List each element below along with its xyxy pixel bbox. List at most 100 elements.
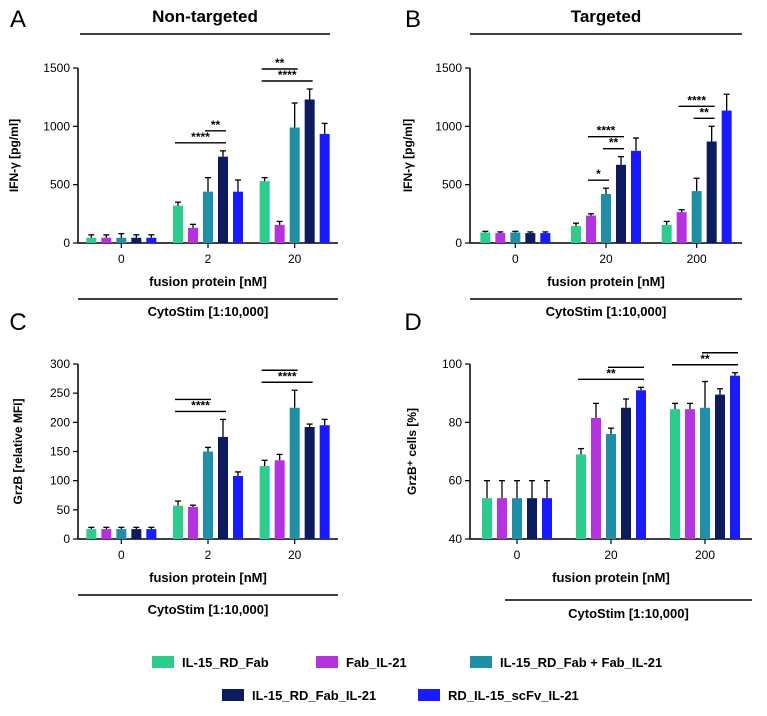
panel-letter-D: D <box>404 309 421 336</box>
legend-swatch-il15_rd_fab <box>152 656 174 668</box>
bar-fab_il21 <box>676 212 687 243</box>
significance-label: ** <box>606 366 616 380</box>
panel-letter-B: B <box>405 6 421 33</box>
panel-C: C 0 50 100 150 200 250 300 GrzB [relative MFI] 0 2… <box>9 309 338 617</box>
bar-rd_il15_scfv_il21 <box>319 133 330 243</box>
bar-combo <box>512 498 522 539</box>
bar-il15_rd_fab_il21 <box>525 233 536 243</box>
y-tick-label: 60 <box>449 474 463 488</box>
y-axis-label: GrzB [relative MFI] <box>11 398 25 504</box>
bar-rd_il15_scfv_il21 <box>146 237 157 243</box>
x-tick-label: 0 <box>118 252 125 266</box>
y-axis-label: IFN-γ [pg/ml] <box>7 119 21 192</box>
legend-label: Fab_IL-21 <box>346 655 407 670</box>
significance-label: **** <box>191 130 210 144</box>
panel-A: A Non-targeted 0 500 1000 1500 IFN-γ [pg/ml] 0 2… <box>7 6 338 319</box>
significance-label: **** <box>687 93 706 107</box>
bar-fab_il21 <box>274 224 285 243</box>
bar-combo <box>510 232 521 243</box>
bar-rd_il15_scfv_il21 <box>721 110 732 243</box>
x-tick-label: 20 <box>288 548 302 562</box>
bar-fab_il21 <box>497 498 507 539</box>
bar-il15_rd_fab <box>86 529 97 539</box>
bar-fab_il21 <box>586 215 596 243</box>
bar-il15_rd_fab_il21 <box>715 394 725 539</box>
panel-letter-C: C <box>9 309 26 336</box>
y-tick-label: 200 <box>50 415 70 429</box>
significance-label: * <box>596 167 601 181</box>
bar-rd_il15_scfv_il21 <box>233 191 243 243</box>
legend-label: IL-15_RD_Fab <box>182 655 269 670</box>
bar-il15_rd_fab <box>173 205 183 243</box>
bar-combo <box>289 127 300 243</box>
bar-il15_rd_fab_il21 <box>131 529 142 539</box>
x-tick-label: 0 <box>512 252 519 266</box>
bar-fab_il21 <box>188 506 198 539</box>
bar-fab_il21 <box>495 233 506 243</box>
x-tick-label: 200 <box>695 548 715 562</box>
stim-label: CytoStim [1:10,000] <box>568 606 689 621</box>
x-axis-label: fusion protein [nM] <box>149 274 267 289</box>
significance-label: ** <box>609 136 619 150</box>
bar-il15_rd_fab_il21 <box>218 156 228 243</box>
bar-combo <box>203 451 213 539</box>
x-tick-label: 20 <box>604 548 618 562</box>
x-tick-label: 2 <box>205 548 212 562</box>
bar-rd_il15_scfv_il21 <box>542 498 552 539</box>
significance-label: ** <box>211 118 221 132</box>
bar-il15_rd_fab <box>259 466 270 539</box>
bar-combo <box>116 529 127 539</box>
x-axis-label: fusion protein [nM] <box>547 274 665 289</box>
bar-il15_rd_fab <box>480 232 491 243</box>
y-tick-label: 80 <box>449 415 463 429</box>
legend-swatch-rd_il15_scfv_il21 <box>418 689 440 701</box>
significance-label: ** <box>699 105 709 119</box>
bar-il15_rd_fab_il21 <box>706 141 717 243</box>
y-tick-label: 0 <box>455 236 462 250</box>
bar-combo <box>700 407 710 539</box>
y-axis-label: GrzB⁺ cells [%] <box>405 408 419 495</box>
bar-combo <box>601 194 611 243</box>
bar-il15_rd_fab_il21 <box>621 407 631 539</box>
significance-label: ** <box>275 56 285 70</box>
y-tick-label: 150 <box>50 445 70 459</box>
significance-label: **** <box>191 398 210 412</box>
bar-rd_il15_scfv_il21 <box>146 529 157 539</box>
bar-rd_il15_scfv_il21 <box>631 150 641 243</box>
bar-rd_il15_scfv_il21 <box>636 390 646 539</box>
bar-il15_rd_fab_il21 <box>218 436 228 539</box>
x-axis-label: fusion protein [nM] <box>149 570 267 585</box>
y-tick-label: 1500 <box>43 61 70 75</box>
y-tick-label: 100 <box>442 357 462 371</box>
bar-il15_rd_fab <box>482 498 492 539</box>
legend-swatch-fab_il21 <box>316 656 338 668</box>
bar-rd_il15_scfv_il21 <box>233 476 243 539</box>
stim-label: CytoStim [1:10,000] <box>148 602 269 617</box>
legend: IL-15_RD_Fab Fab_IL-21 IL-15_RD_Fab + Fab_… <box>152 655 662 703</box>
bar-fab_il21 <box>101 529 112 539</box>
stim-label: CytoStim [1:10,000] <box>148 304 269 319</box>
y-tick-label: 1000 <box>435 119 462 133</box>
bar-il15_rd_fab_il21 <box>304 99 315 243</box>
y-tick-label: 0 <box>63 236 70 250</box>
bar-il15_rd_fab_il21 <box>304 427 315 539</box>
x-tick-label: 0 <box>514 548 521 562</box>
y-tick-label: 50 <box>57 503 71 517</box>
y-tick-label: 0 <box>63 532 70 546</box>
bar-fab_il21 <box>101 237 112 243</box>
legend-swatch-il15_rd_fab_il21 <box>222 689 244 701</box>
bar-fab_il21 <box>274 460 285 539</box>
legend-label: IL-15_RD_Fab_IL-21 <box>252 688 376 703</box>
bar-il15_rd_fab <box>571 226 581 243</box>
bar-il15_rd_fab_il21 <box>527 498 537 539</box>
panel-title-A: Non-targeted <box>152 7 258 26</box>
y-axis-label: IFN-γ [pg/ml] <box>401 119 415 192</box>
legend-label: RD_IL-15_scFv_IL-21 <box>448 688 579 703</box>
bar-rd_il15_scfv_il21 <box>319 425 330 539</box>
bar-fab_il21 <box>591 417 601 539</box>
panel-D: D 40 60 80 100 GrzB⁺ cells [%] 0 20 200 ** ** fusio… <box>404 309 752 621</box>
bar-rd_il15_scfv_il21 <box>730 375 740 539</box>
bar-il15_rd_fab <box>173 505 183 539</box>
significance-label: **** <box>278 68 297 82</box>
